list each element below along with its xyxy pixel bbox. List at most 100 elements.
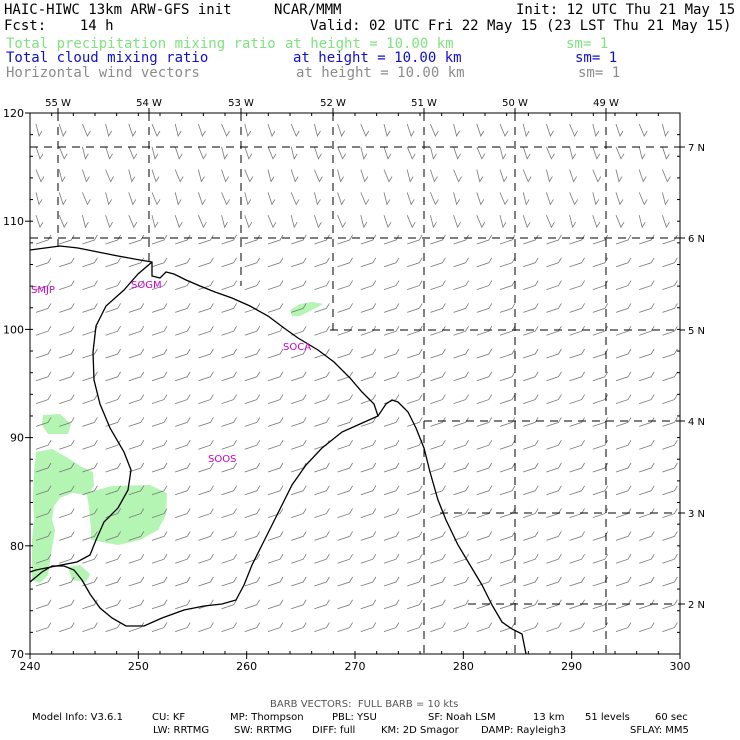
wind-barb [430,348,446,359]
wind-barb [639,622,655,632]
wind-barb [337,325,353,336]
wind-barbs [35,123,678,632]
wind-barb [244,371,261,382]
y-tick-label: 110 [3,215,24,228]
wind-barb [662,462,678,473]
wind-barb [175,394,191,404]
wind-barb [407,234,423,245]
wind-barb [337,462,353,473]
wind-barb [221,280,237,290]
wind-barb [360,553,377,564]
wind-barb [35,234,52,245]
wind-barb [383,371,400,382]
wind-barb [174,146,183,160]
wind-barb [522,169,532,183]
wind-barb [453,439,469,450]
wind-barb [383,462,400,473]
wind-barb [267,146,277,160]
wind-barb [453,553,469,564]
wind-barb [59,599,75,610]
wind-barb [221,169,229,183]
wind-barb [430,146,437,160]
wind-barb [198,599,214,610]
wind-barb [314,146,322,160]
wind-barb [267,325,284,336]
wind-barb [569,439,585,450]
wind-barb [82,257,98,268]
wind-barb [291,394,307,404]
wind-barb [151,485,168,496]
wind-barb [523,439,539,450]
wind-barb [314,462,330,473]
wind-barb [383,280,400,290]
wind-barb [476,348,493,359]
wind-barb [360,622,377,632]
wind-barb [662,169,671,183]
pbl-scheme: PBL: YSU [332,712,377,723]
wind-barb [615,325,632,336]
wind-barb [151,394,168,404]
wind-barb [35,576,52,587]
wind-barb [221,417,237,427]
weather-map: 240 250 260 270 280 290 300 70 80 90 100 110 120 55 W… [3,98,705,673]
wind-barb [360,462,377,473]
wind-barb [174,192,182,206]
wind-barb [314,234,330,245]
wind-barb [59,531,75,541]
wind-barb [523,508,539,518]
wind-barb [546,576,562,587]
cloud-field-height: at height = 10.00 km [293,50,462,66]
barb-legend: BARB VECTORS: FULL BARB = 10 kts [270,699,459,710]
wind-barb [314,417,330,427]
wind-barb [592,485,609,496]
wind-barb [407,531,423,541]
station-soos: SOOS [208,454,236,465]
wind-barb [105,371,121,382]
wind-barb [360,257,377,268]
wind-barb [662,576,678,587]
wind-barb [499,439,516,450]
wind-barb [615,146,625,160]
wind-barb [221,192,230,206]
cu-scheme: CU: KF [152,712,186,723]
wind-barb [430,123,439,137]
wind-barb [569,169,577,183]
lw-scheme: LW: RRTMG [153,725,210,736]
wind-barb [592,553,609,564]
wind-barb [314,325,330,336]
model-info: Model Info: V3.6.1 [32,712,123,723]
wind-barb [407,599,423,610]
wind-barb [151,531,168,541]
wind-barb [406,215,416,229]
wind-barb [314,348,330,359]
wind-barb [639,280,655,290]
wind-barb [453,622,469,632]
wind-barb [639,531,655,541]
wind-barb [175,325,191,336]
wind-barb [569,622,585,632]
wind-barb [35,146,44,160]
wind-barb [82,462,98,473]
wind-barb [105,146,113,160]
wind-barb [383,234,400,245]
wind-barb [221,439,237,450]
wind-barb [35,215,44,229]
wind-barb [314,169,323,183]
wind-barb [314,371,330,382]
wind-barb [151,417,168,427]
wind-barb [407,417,423,427]
wind-barb [546,215,555,229]
coastlines [29,245,527,655]
wind-barb [546,599,562,610]
wind-barb [406,192,415,206]
wind-barb [59,371,75,382]
wind-barb [59,348,75,359]
wind-barb [198,215,207,229]
wind-barb [105,462,121,473]
wind-barb [151,599,168,610]
wind-barb [546,622,562,632]
wind-barb [198,325,214,336]
wind-barb [662,215,670,229]
wind-barb [105,531,121,541]
wind-barb [175,599,191,610]
